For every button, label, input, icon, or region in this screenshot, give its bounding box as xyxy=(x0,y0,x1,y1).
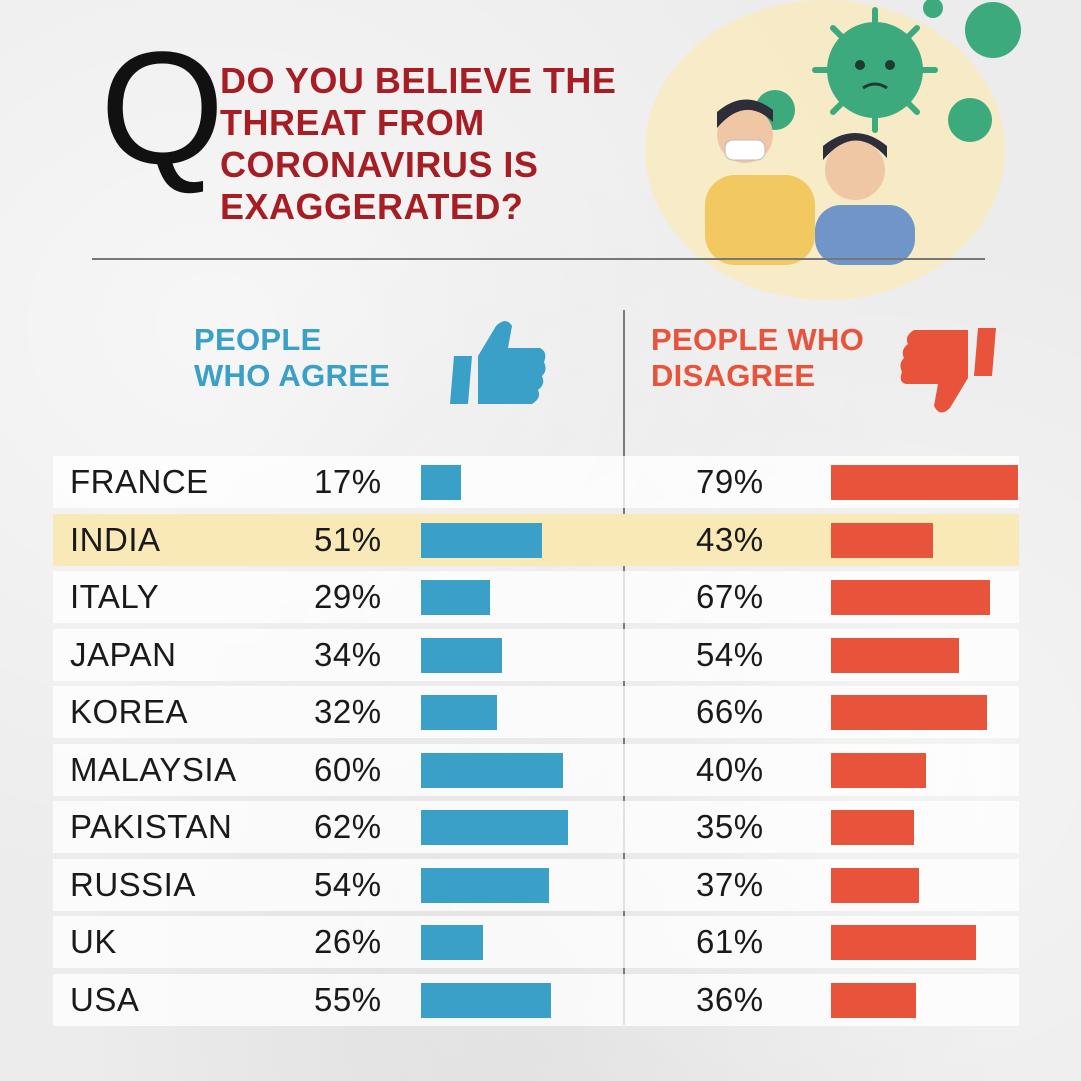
disagree-bar xyxy=(831,867,919,903)
agree-bar xyxy=(421,637,502,673)
disagree-percent-label: 37% xyxy=(696,865,764,903)
legend-disagree-line: DISAGREE xyxy=(651,358,816,393)
agree-percent-label: 51% xyxy=(314,520,382,558)
country-label: FRANCE xyxy=(70,463,209,500)
disagree-percent-label: 79% xyxy=(696,463,764,500)
disagree-bar xyxy=(831,695,988,730)
agree-percent-label: 26% xyxy=(314,923,382,960)
disagree-bar xyxy=(831,982,917,1018)
country-label: JAPAN xyxy=(70,635,177,673)
agree-percent-label: 34% xyxy=(314,635,382,673)
legend-agree-line: WHO AGREE xyxy=(194,358,391,393)
disagree-bar xyxy=(831,810,914,845)
q-letter: Q xyxy=(100,18,225,197)
disagree-bar xyxy=(831,925,976,960)
agree-percent-label: 55% xyxy=(314,980,382,1018)
country-label: MALAYSIA xyxy=(70,750,237,788)
agree-percent-label: 17% xyxy=(314,463,382,500)
country-label: INDIA xyxy=(70,520,161,558)
agree-bar xyxy=(421,867,549,903)
disagree-percent-label: 43% xyxy=(696,520,764,558)
agree-bar xyxy=(421,580,490,615)
disagree-bar xyxy=(831,522,933,558)
legend-disagree-line: PEOPLE WHO xyxy=(651,322,865,357)
question-line: EXAGGERATED? xyxy=(220,186,524,227)
thumbs-down-icon xyxy=(900,328,996,413)
thumbs-up-icon xyxy=(450,321,546,404)
disagree-percent-label: 54% xyxy=(696,635,764,673)
virus-illustration xyxy=(645,0,1021,300)
agree-bar xyxy=(421,982,552,1018)
disagree-bar xyxy=(831,752,926,788)
disagree-percent-label: 35% xyxy=(696,808,764,845)
disagree-percent-label: 36% xyxy=(696,980,764,1018)
agree-bar xyxy=(421,465,462,500)
person-masked xyxy=(705,99,815,265)
agree-percent-label: 29% xyxy=(314,578,382,615)
virus-icon-small xyxy=(755,0,1021,142)
question-title: DO YOU BELIEVE THE THREAT FROM CORONAVIR… xyxy=(220,60,650,228)
country-label: UK xyxy=(70,923,117,960)
agree-percent-label: 54% xyxy=(314,865,382,903)
agree-bar xyxy=(421,810,568,845)
question-line: THREAT FROM xyxy=(220,102,485,143)
country-label: USA xyxy=(70,980,140,1018)
agree-bar xyxy=(421,522,542,558)
agree-bar xyxy=(421,695,497,730)
agree-bar xyxy=(421,925,483,960)
virus-icon-large xyxy=(812,7,938,133)
agree-percent-label: 60% xyxy=(314,750,382,788)
question-line: CORONAVIRUS IS xyxy=(220,144,539,185)
disagree-percent-label: 61% xyxy=(696,923,764,960)
disagree-percent-label: 66% xyxy=(696,693,764,730)
legend-agree: PEOPLE WHO AGREE xyxy=(194,322,390,394)
legend-agree-line: PEOPLE xyxy=(194,322,322,357)
country-label: RUSSIA xyxy=(70,865,196,903)
person-boy xyxy=(815,133,915,265)
disagree-percent-label: 67% xyxy=(696,578,764,615)
country-label: ITALY xyxy=(70,578,160,615)
disagree-bar xyxy=(831,465,1019,500)
disagree-percent-label: 40% xyxy=(696,750,764,788)
question-line: DO YOU BELIEVE THE xyxy=(220,60,617,101)
country-label: PAKISTAN xyxy=(70,808,233,845)
agree-bar xyxy=(421,752,564,788)
legend-disagree: PEOPLE WHO DISAGREE xyxy=(651,322,864,394)
disagree-bar xyxy=(831,637,959,673)
agree-percent-label: 32% xyxy=(314,693,382,730)
agree-percent-label: 62% xyxy=(314,808,382,845)
header-divider xyxy=(92,258,985,260)
country-label: KOREA xyxy=(70,693,189,730)
disagree-bar xyxy=(831,580,990,615)
